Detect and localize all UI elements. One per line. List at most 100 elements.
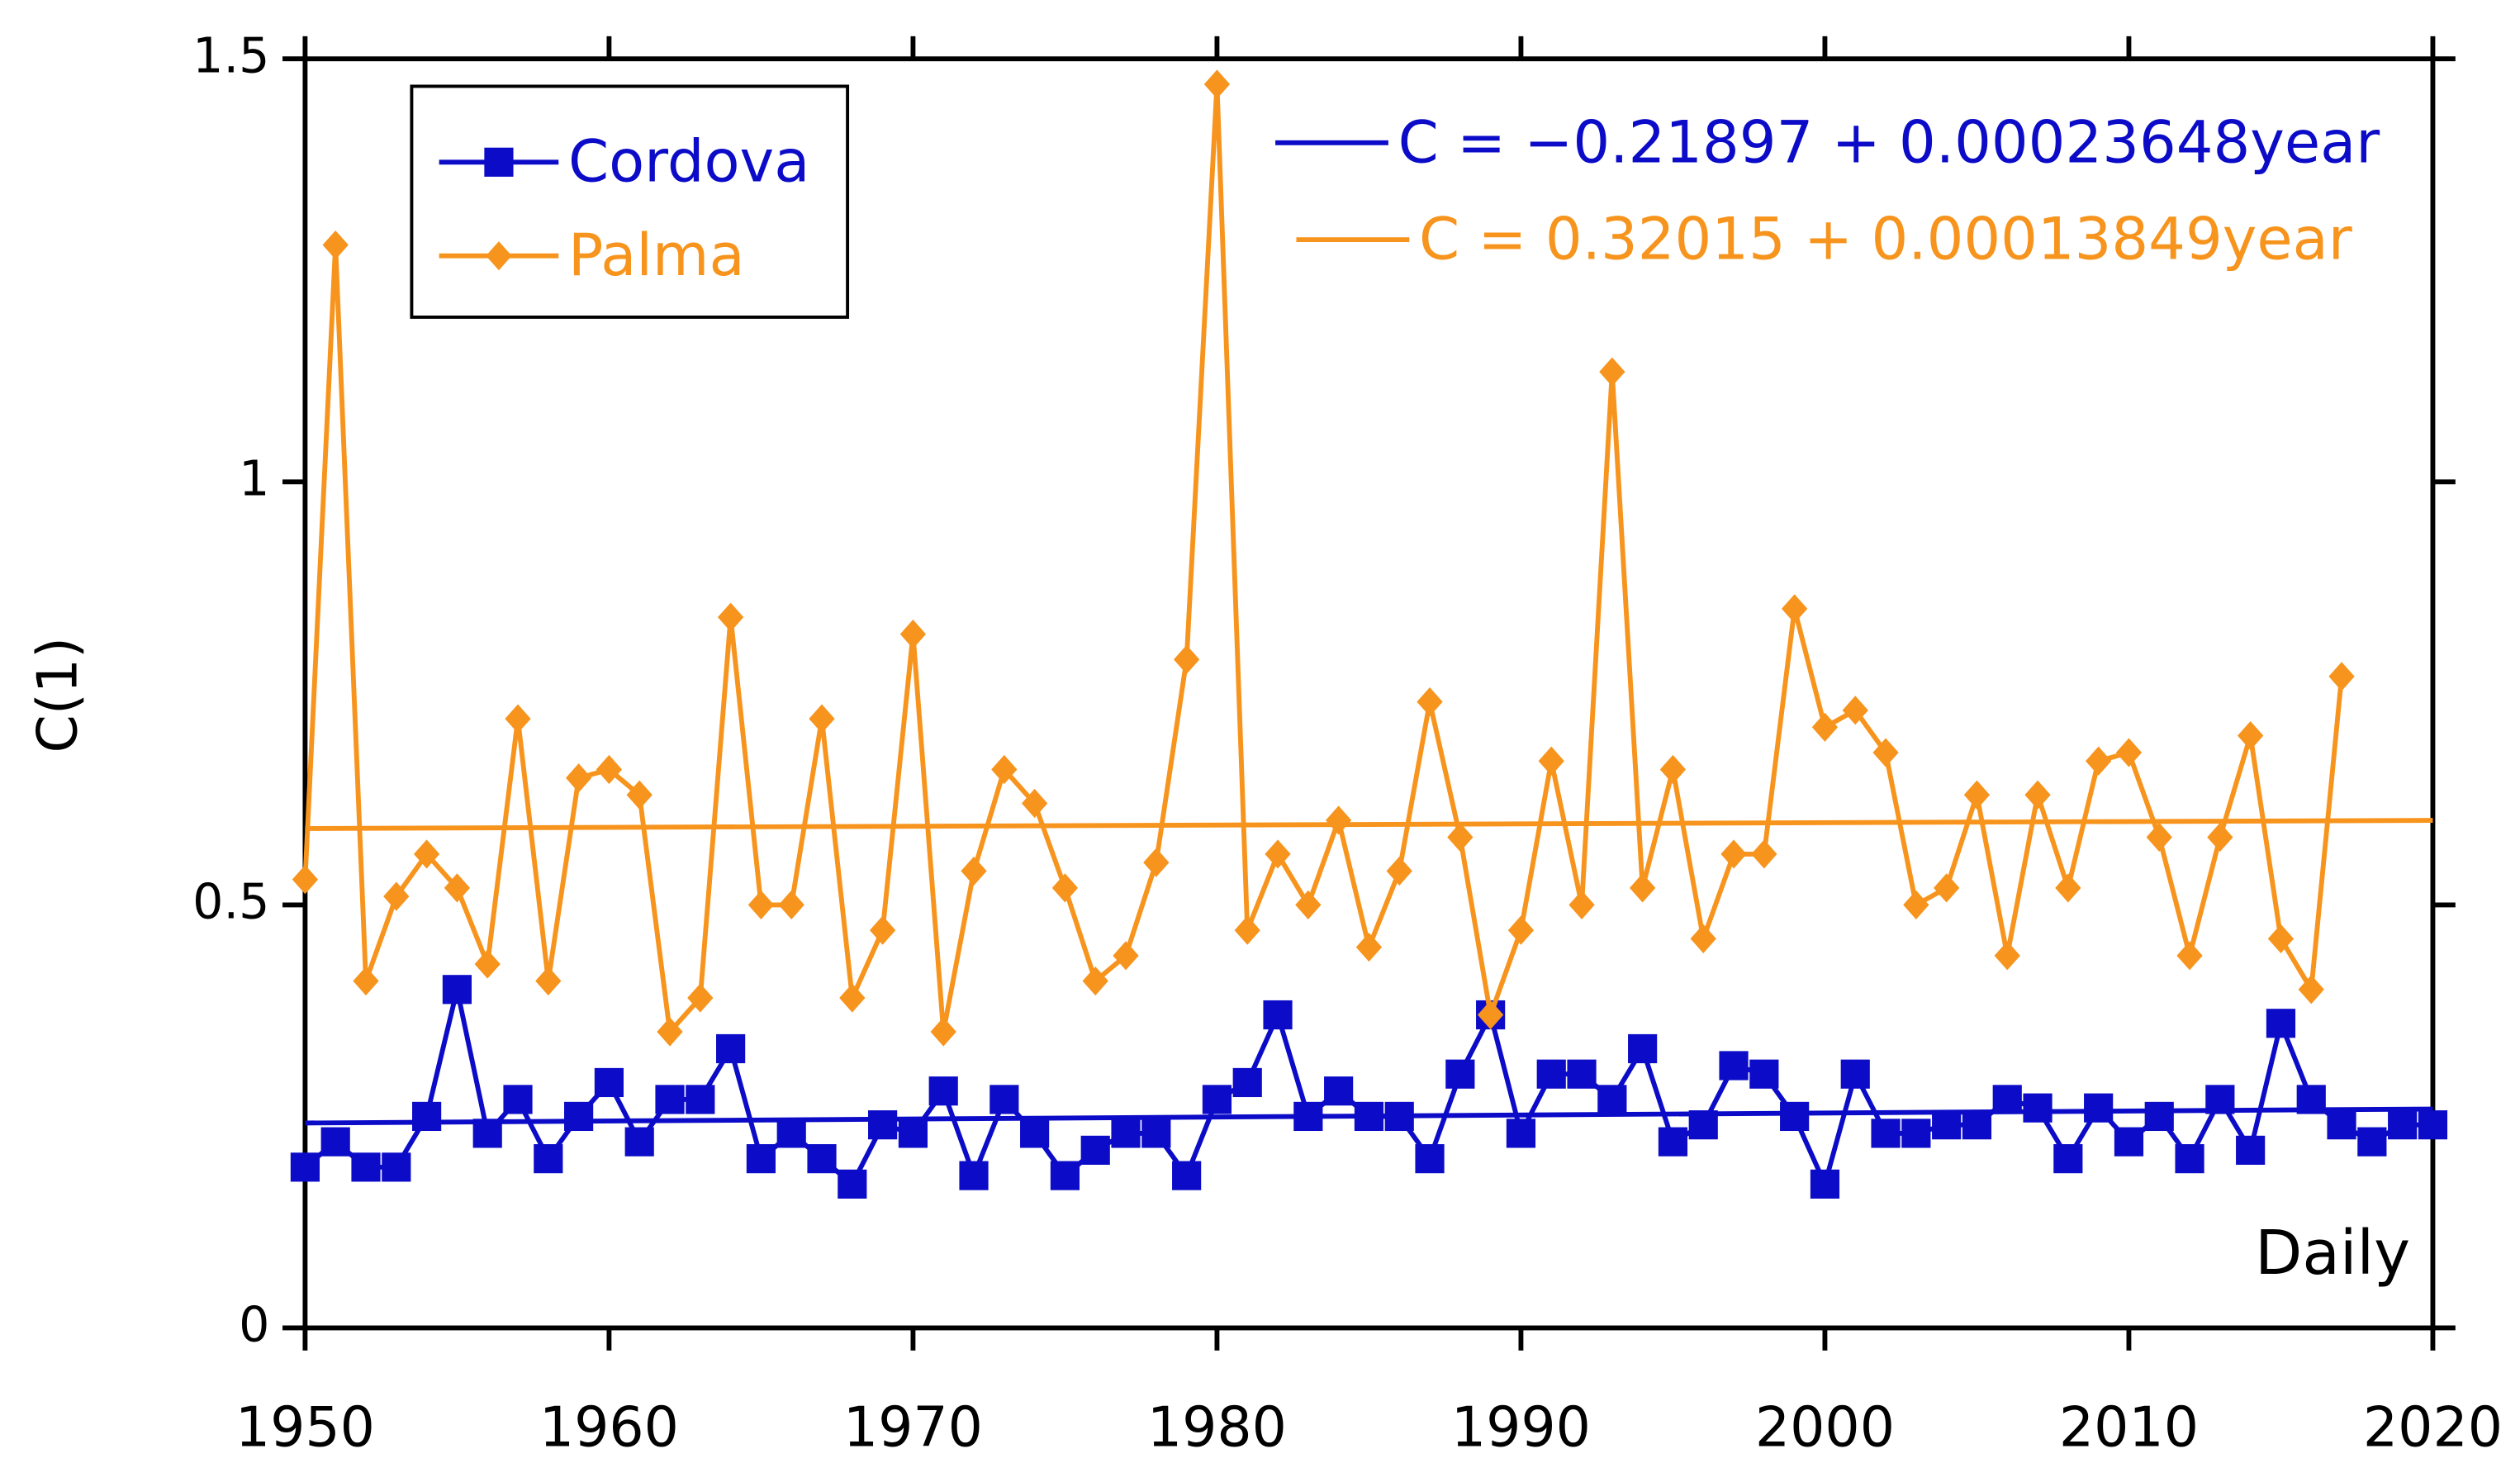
- marker: [1901, 1119, 1931, 1148]
- marker: [1021, 788, 1048, 819]
- marker: [413, 839, 440, 869]
- marker: [686, 1085, 715, 1114]
- marker: [1355, 933, 1383, 962]
- marker: [2176, 941, 2203, 971]
- legend-label: Palma: [568, 221, 745, 289]
- marker: [655, 1085, 685, 1114]
- marker: [898, 1119, 928, 1148]
- marker: [1447, 822, 1474, 853]
- marker: [2055, 873, 2081, 903]
- marker: [1597, 1085, 1627, 1114]
- marker: [1507, 915, 1535, 945]
- marker: [351, 1152, 381, 1182]
- marker: [1293, 1101, 1323, 1132]
- marker: [1080, 1135, 1110, 1165]
- x-tick-label: 1970: [843, 1395, 983, 1460]
- marker: [383, 881, 410, 911]
- marker: [1659, 754, 1687, 785]
- marker: [1111, 1119, 1141, 1148]
- marker: [1688, 1110, 1718, 1140]
- y-tick-label: 1: [239, 450, 269, 506]
- marker: [1172, 1161, 1202, 1190]
- marker: [1782, 594, 1808, 624]
- marker: [2086, 746, 2112, 776]
- plot-frame: [302, 56, 2436, 1331]
- marker: [1810, 1169, 1840, 1199]
- marker: [717, 602, 744, 632]
- marker: [1354, 1101, 1384, 1132]
- x-tick-label: 2000: [1755, 1395, 1895, 1460]
- marker: [2053, 1144, 2083, 1174]
- marker: [747, 890, 775, 919]
- marker: [930, 1017, 956, 1047]
- marker: [1263, 1000, 1293, 1030]
- marker: [353, 966, 379, 996]
- marker: [382, 1152, 411, 1182]
- marker: [1932, 1110, 1962, 1140]
- marker: [534, 1144, 563, 1174]
- legend-label: Cordova: [568, 128, 809, 196]
- marker: [776, 1119, 806, 1148]
- marker: [716, 1033, 746, 1064]
- marker: [1386, 856, 1412, 886]
- marker: [1173, 644, 1200, 674]
- marker: [320, 1127, 350, 1157]
- marker: [899, 620, 927, 649]
- marker: [1536, 1059, 1566, 1089]
- marker: [2114, 1127, 2144, 1157]
- x-tick-label: 2020: [2363, 1395, 2503, 1460]
- marker: [290, 1152, 320, 1182]
- marker: [2023, 1093, 2053, 1123]
- marker: [1628, 1033, 1658, 1064]
- x-tick-label: 2010: [2059, 1395, 2199, 1460]
- marker: [1415, 1144, 1445, 1174]
- marker: [1506, 1119, 1536, 1148]
- marker: [1141, 1119, 1171, 1148]
- marker: [2388, 1110, 2418, 1140]
- marker: [809, 704, 835, 734]
- marker: [624, 1127, 654, 1157]
- marker: [1567, 1059, 1597, 1089]
- marker: [2084, 1093, 2114, 1123]
- x-tick-label: 1960: [539, 1395, 679, 1460]
- marker: [869, 915, 896, 945]
- marker: [2266, 1009, 2296, 1038]
- x-tick-label: 1950: [235, 1395, 375, 1460]
- marker: [1234, 915, 1260, 945]
- marker: [868, 1110, 898, 1140]
- marker: [1751, 839, 1777, 869]
- marker: [1963, 780, 1991, 810]
- marker: [1934, 873, 1960, 903]
- marker: [484, 147, 514, 177]
- marker: [2298, 975, 2324, 1005]
- y-tick-label: 1.5: [192, 27, 269, 83]
- marker: [1719, 1051, 1749, 1081]
- marker: [2024, 780, 2051, 810]
- marker: [1992, 1085, 2022, 1114]
- marker: [2236, 1135, 2266, 1165]
- marker: [565, 763, 592, 793]
- marker: [1324, 1076, 1354, 1106]
- marker: [1658, 1127, 1688, 1157]
- marker: [1325, 805, 1352, 835]
- marker: [1749, 1059, 1779, 1089]
- series-line: [303, 989, 2433, 1191]
- marker: [1020, 1119, 1050, 1148]
- marker: [2146, 822, 2172, 853]
- marker: [1417, 686, 1443, 717]
- marker: [2328, 662, 2355, 691]
- marker: [2207, 822, 2233, 853]
- marker: [2267, 924, 2295, 953]
- marker: [503, 1085, 533, 1114]
- marker: [746, 1144, 776, 1174]
- x-tick-label: 1980: [1147, 1395, 1287, 1460]
- marker: [2144, 1101, 2174, 1132]
- marker: [839, 983, 866, 1013]
- marker: [838, 1169, 867, 1199]
- x-tick-label: 1990: [1451, 1395, 1591, 1460]
- marker: [1051, 873, 1079, 903]
- marker: [2175, 1144, 2204, 1174]
- marker: [1994, 941, 2020, 971]
- marker: [2115, 738, 2143, 767]
